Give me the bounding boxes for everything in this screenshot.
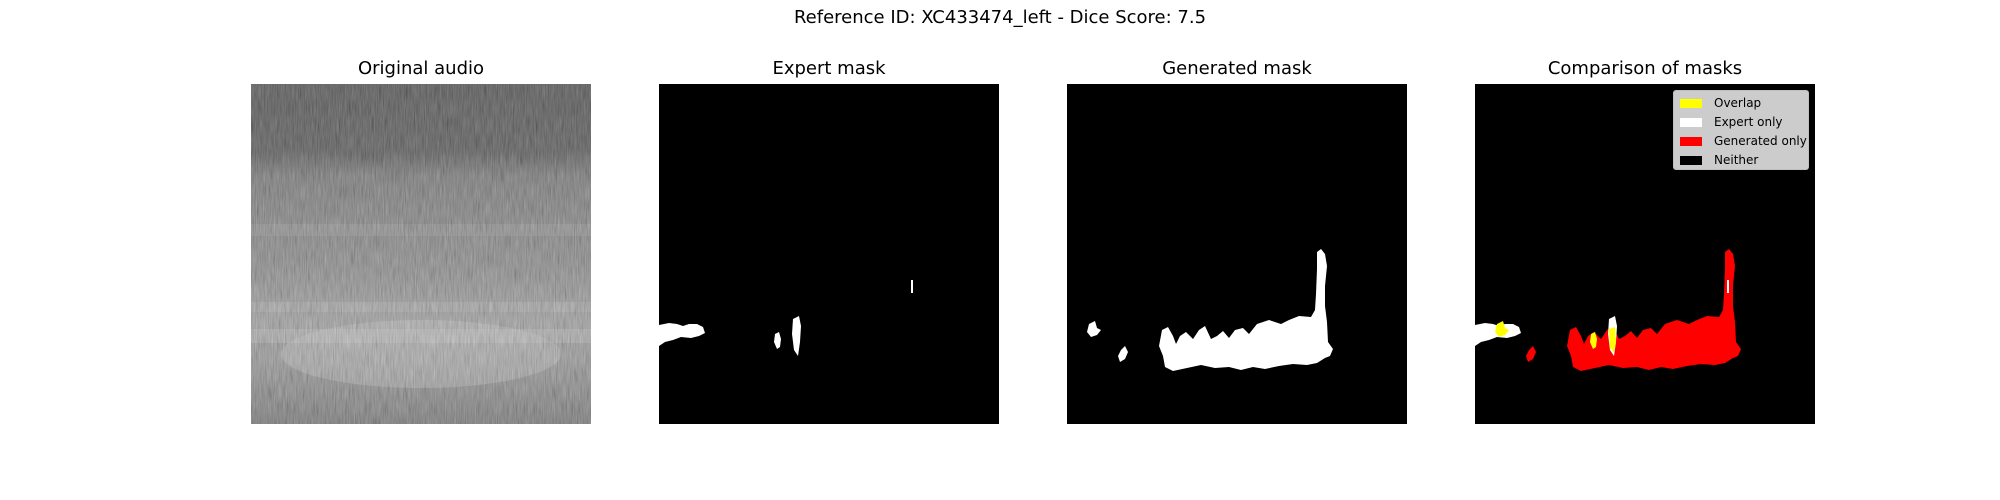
mask-background bbox=[1067, 84, 1407, 424]
panel-title-generated-mask: Generated mask bbox=[1162, 58, 1312, 79]
overlap-region bbox=[1609, 327, 1616, 352]
mask-background bbox=[659, 84, 999, 424]
legend-label-neither: Neither bbox=[1714, 153, 1759, 167]
expert-region bbox=[911, 280, 913, 293]
expert-region bbox=[792, 316, 801, 356]
figure-suptitle: Reference ID: XC433474_left - Dice Score… bbox=[793, 7, 1207, 28]
legend-swatch-expert-only bbox=[1680, 117, 1702, 127]
legend-entry-expert-only: Expert only bbox=[1680, 114, 1783, 130]
generated-only-region bbox=[1526, 346, 1536, 362]
panel-title-comparison: Comparison of masks bbox=[1547, 58, 1743, 79]
legend-swatch-generated-only bbox=[1680, 136, 1702, 146]
expert-mask-image bbox=[659, 84, 999, 424]
overlap-region bbox=[1495, 321, 1509, 337]
legend: Overlap Expert only Generated only Neith… bbox=[1673, 90, 1809, 170]
legend-label-generated-only: Generated only bbox=[1714, 134, 1807, 148]
generated-mask-image bbox=[1067, 84, 1407, 424]
panel-title-original-audio: Original audio bbox=[357, 58, 485, 79]
expert-region bbox=[659, 323, 705, 346]
legend-swatch-neither bbox=[1680, 155, 1702, 165]
expert-region bbox=[774, 332, 781, 349]
legend-swatch-overlap bbox=[1680, 98, 1702, 108]
legend-entry-neither: Neither bbox=[1680, 152, 1758, 168]
overlap-region bbox=[1590, 332, 1597, 349]
legend-label-overlap: Overlap bbox=[1714, 96, 1762, 110]
legend-entry-overlap: Overlap bbox=[1680, 95, 1761, 111]
expert-only-region bbox=[1727, 280, 1729, 293]
legend-entry-generated-only: Generated only bbox=[1680, 133, 1807, 149]
generated-region bbox=[1118, 346, 1128, 362]
generated-region bbox=[1159, 249, 1333, 371]
original-audio-spectrogram bbox=[251, 84, 591, 424]
legend-label-expert-only: Expert only bbox=[1714, 115, 1783, 129]
panel-title-expert-mask: Expert mask bbox=[772, 58, 886, 79]
generated-region bbox=[1087, 321, 1101, 337]
